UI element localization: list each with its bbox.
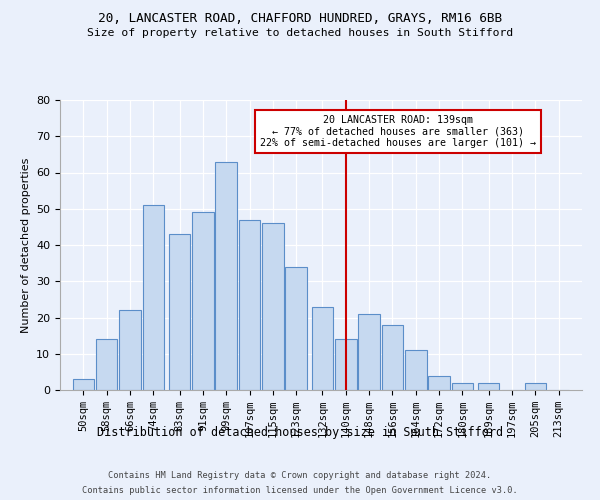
Bar (478, 383, 499, 390)
Bar (96, 339, 118, 390)
Bar (524, 383, 546, 390)
Bar (405, 350, 427, 390)
Bar (73, 379, 94, 390)
Bar (169, 234, 190, 390)
Text: Contains public sector information licensed under the Open Government Licence v3: Contains public sector information licen… (82, 486, 518, 495)
Text: Distribution of detached houses by size in South Stifford: Distribution of detached houses by size … (97, 426, 503, 439)
Text: Contains HM Land Registry data © Crown copyright and database right 2024.: Contains HM Land Registry data © Crown c… (109, 471, 491, 480)
Text: Size of property relative to detached houses in South Stifford: Size of property relative to detached ho… (87, 28, 513, 38)
Bar (143, 205, 164, 390)
Text: 20 LANCASTER ROAD: 139sqm
← 77% of detached houses are smaller (363)
22% of semi: 20 LANCASTER ROAD: 139sqm ← 77% of detac… (260, 114, 536, 148)
Text: 20, LANCASTER ROAD, CHAFFORD HUNDRED, GRAYS, RM16 6BB: 20, LANCASTER ROAD, CHAFFORD HUNDRED, GR… (98, 12, 502, 26)
Bar (239, 220, 260, 390)
Bar (335, 339, 356, 390)
Bar (358, 314, 380, 390)
Bar (382, 325, 403, 390)
Bar (119, 310, 141, 390)
Bar (428, 376, 450, 390)
Bar (452, 383, 473, 390)
Bar (192, 212, 214, 390)
Bar (262, 223, 284, 390)
Bar (311, 306, 333, 390)
Bar (215, 162, 237, 390)
Y-axis label: Number of detached properties: Number of detached properties (20, 158, 31, 332)
Bar (286, 267, 307, 390)
